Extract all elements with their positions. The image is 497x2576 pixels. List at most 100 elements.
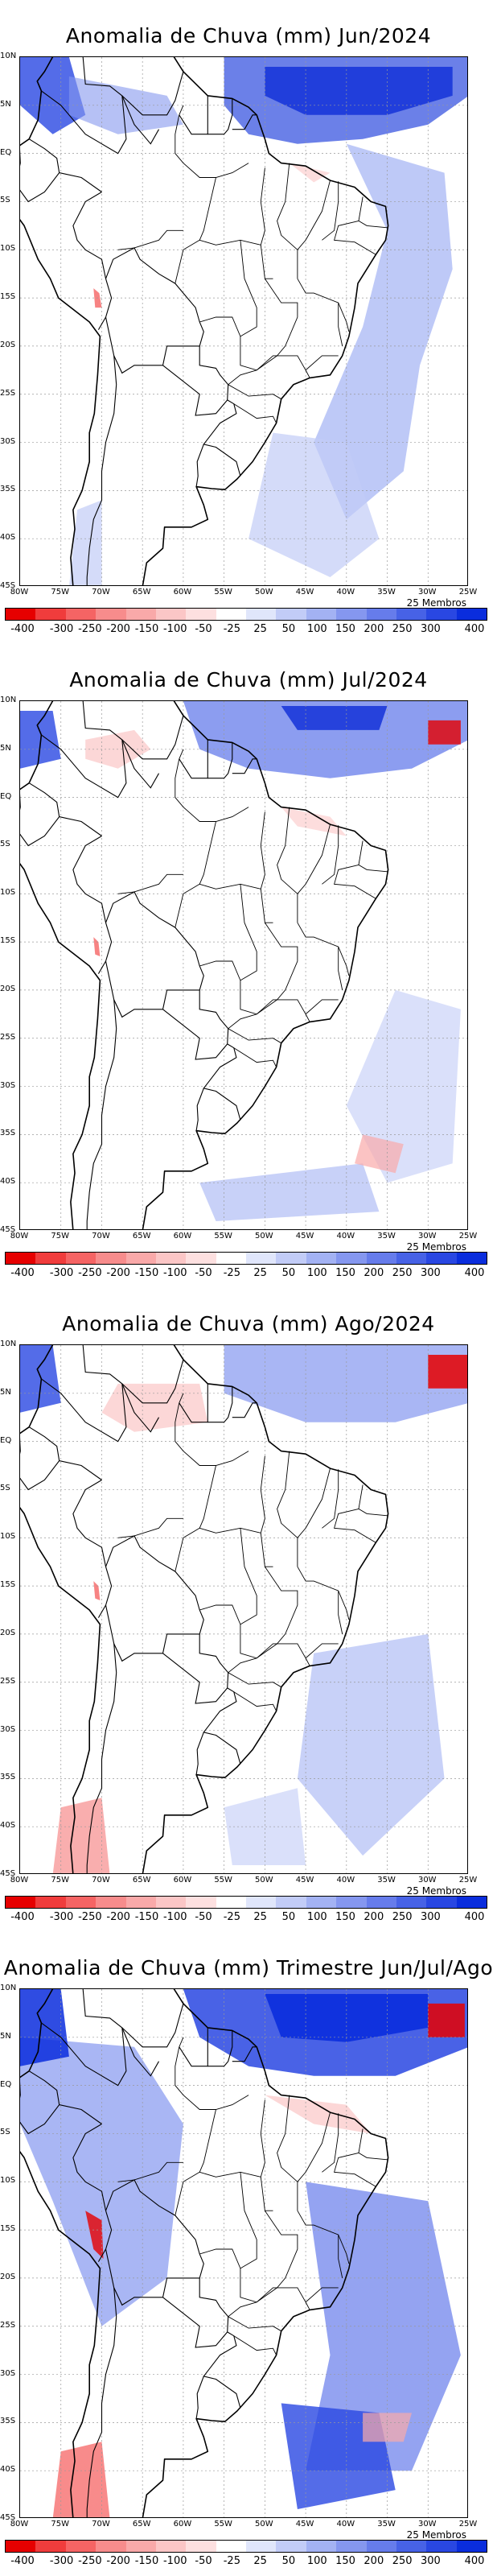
longitude-label: 40W	[336, 1232, 355, 1241]
country-border	[121, 2027, 159, 2077]
latitude-label: 15S	[0, 1580, 16, 1590]
colorbar-tick-label: 250	[392, 1911, 413, 1923]
longitude-label: 65W	[132, 2520, 151, 2529]
longitude-label: 45W	[295, 1232, 314, 1241]
latitude-label: 10S	[0, 1532, 16, 1542]
colorbar-tick-label: 200	[364, 2555, 384, 2567]
country-border	[162, 345, 229, 416]
latitude-label: 30S	[0, 436, 16, 446]
country-border	[195, 2376, 204, 2419]
colorbar-swatch	[456, 1253, 487, 1264]
panel-title: Anomalia de Chuva (mm) Jul/2024	[69, 668, 428, 691]
state-border	[358, 2128, 388, 2161]
latitude-label: 10N	[0, 52, 17, 60]
anomaly-contour	[85, 2211, 104, 2259]
colorbar-swatch	[216, 2541, 246, 2552]
state-border	[175, 105, 184, 154]
colorbar-swatch	[336, 1253, 367, 1264]
colorbar-tick-label: 50	[281, 1267, 296, 1279]
colorbar-tick-label: 100	[306, 1911, 327, 1923]
latitude-label: 40S	[0, 1821, 16, 1831]
state-border	[199, 884, 257, 981]
state-border	[175, 749, 184, 798]
anomaly-contour	[101, 1383, 208, 1432]
colorbar-tick-label: 150	[335, 623, 355, 635]
latitude-label: 10S	[0, 888, 16, 898]
country-border	[86, 999, 117, 1229]
colorbar-tick-label: -300	[49, 1911, 74, 1923]
longitude-label: 30W	[417, 588, 437, 597]
ensemble-members-label: 25 Membros	[406, 1241, 466, 1253]
latitude-label: 45S	[0, 2513, 16, 2522]
latitude-label: 40S	[0, 1177, 16, 1187]
latitude-label: 20S	[0, 2272, 16, 2281]
country-border	[41, 57, 127, 155]
country-border	[195, 444, 204, 487]
longitude-label: 40W	[336, 2520, 355, 2529]
colorbar	[5, 608, 487, 621]
latitude-label: 15S	[0, 2224, 16, 2234]
latitude-label: 30S	[0, 1724, 16, 1734]
latitude-label: 10S	[0, 244, 16, 254]
state-border	[175, 1393, 184, 1442]
latitude-label: 35S	[0, 1129, 16, 1138]
latitude-label: 20S	[0, 984, 16, 993]
longitude-label: 55W	[214, 1876, 232, 1885]
colorbar-tick-label: 250	[392, 1267, 413, 1279]
colorbar-swatch	[396, 1253, 427, 1264]
colorbar-tick-label: 300	[420, 2555, 441, 2567]
country-border	[207, 1386, 233, 1423]
state-border	[227, 369, 281, 400]
country-border	[121, 739, 159, 789]
state-border	[334, 1508, 376, 1543]
colorbar-tick-label: -100	[162, 2555, 187, 2567]
longitude-label: 60W	[173, 588, 192, 597]
colorbar-swatch	[456, 2541, 487, 2552]
latitude-label: 35S	[0, 485, 16, 494]
colorbar-swatch	[396, 609, 427, 620]
state-border	[260, 1455, 273, 1567]
state-border	[175, 2171, 200, 2216]
state-border	[338, 303, 343, 346]
state-border	[175, 153, 249, 178]
state-border	[277, 2095, 298, 2211]
colorbar-swatch	[155, 2541, 187, 2552]
country-border	[162, 989, 229, 1060]
colorbar-tick-label: -200	[106, 2555, 130, 2567]
colorbar-swatch	[35, 609, 66, 620]
colorbar-swatch	[456, 1897, 487, 1908]
colorbar-tick-label: -25	[223, 623, 240, 635]
colorbar-swatch	[276, 609, 306, 620]
state-border	[322, 825, 339, 885]
latitude-label: 35S	[0, 1773, 16, 1782]
colorbar-swatch	[65, 1253, 97, 1264]
colorbar-tick-label: 100	[306, 2555, 327, 2567]
map-area	[19, 1344, 468, 1874]
longitude-label: 35W	[377, 588, 396, 597]
longitude-label: 80W	[10, 1232, 29, 1241]
country-border	[121, 715, 184, 760]
country-border	[59, 172, 102, 192]
colorbar-tick-label: -400	[10, 1267, 35, 1279]
country-border	[86, 355, 117, 585]
colorbar-swatch	[336, 2541, 367, 2552]
state-border	[260, 167, 273, 279]
colorbar-tick-label: -200	[106, 623, 130, 635]
colorbar-swatch	[216, 1897, 246, 1908]
anomaly-contour	[428, 1355, 467, 1389]
state-border	[297, 278, 350, 332]
ensemble-members-label: 25 Membros	[406, 597, 466, 609]
colorbar-swatch	[186, 1253, 216, 1264]
colorbar-swatch	[35, 2541, 66, 2552]
state-border	[297, 2112, 331, 2182]
map-area	[19, 700, 468, 1230]
state-border	[297, 180, 331, 250]
colorbar-tick-label: -300	[49, 623, 74, 635]
south-america-coastline	[20, 701, 389, 1229]
longitude-label: 30W	[417, 1876, 437, 1885]
longitude-label: 75W	[51, 2520, 70, 2529]
colorbar-tick-label: 300	[420, 1911, 441, 1923]
country-border	[232, 1402, 257, 1418]
state-border	[256, 355, 310, 378]
longitude-label: 75W	[51, 1232, 70, 1241]
